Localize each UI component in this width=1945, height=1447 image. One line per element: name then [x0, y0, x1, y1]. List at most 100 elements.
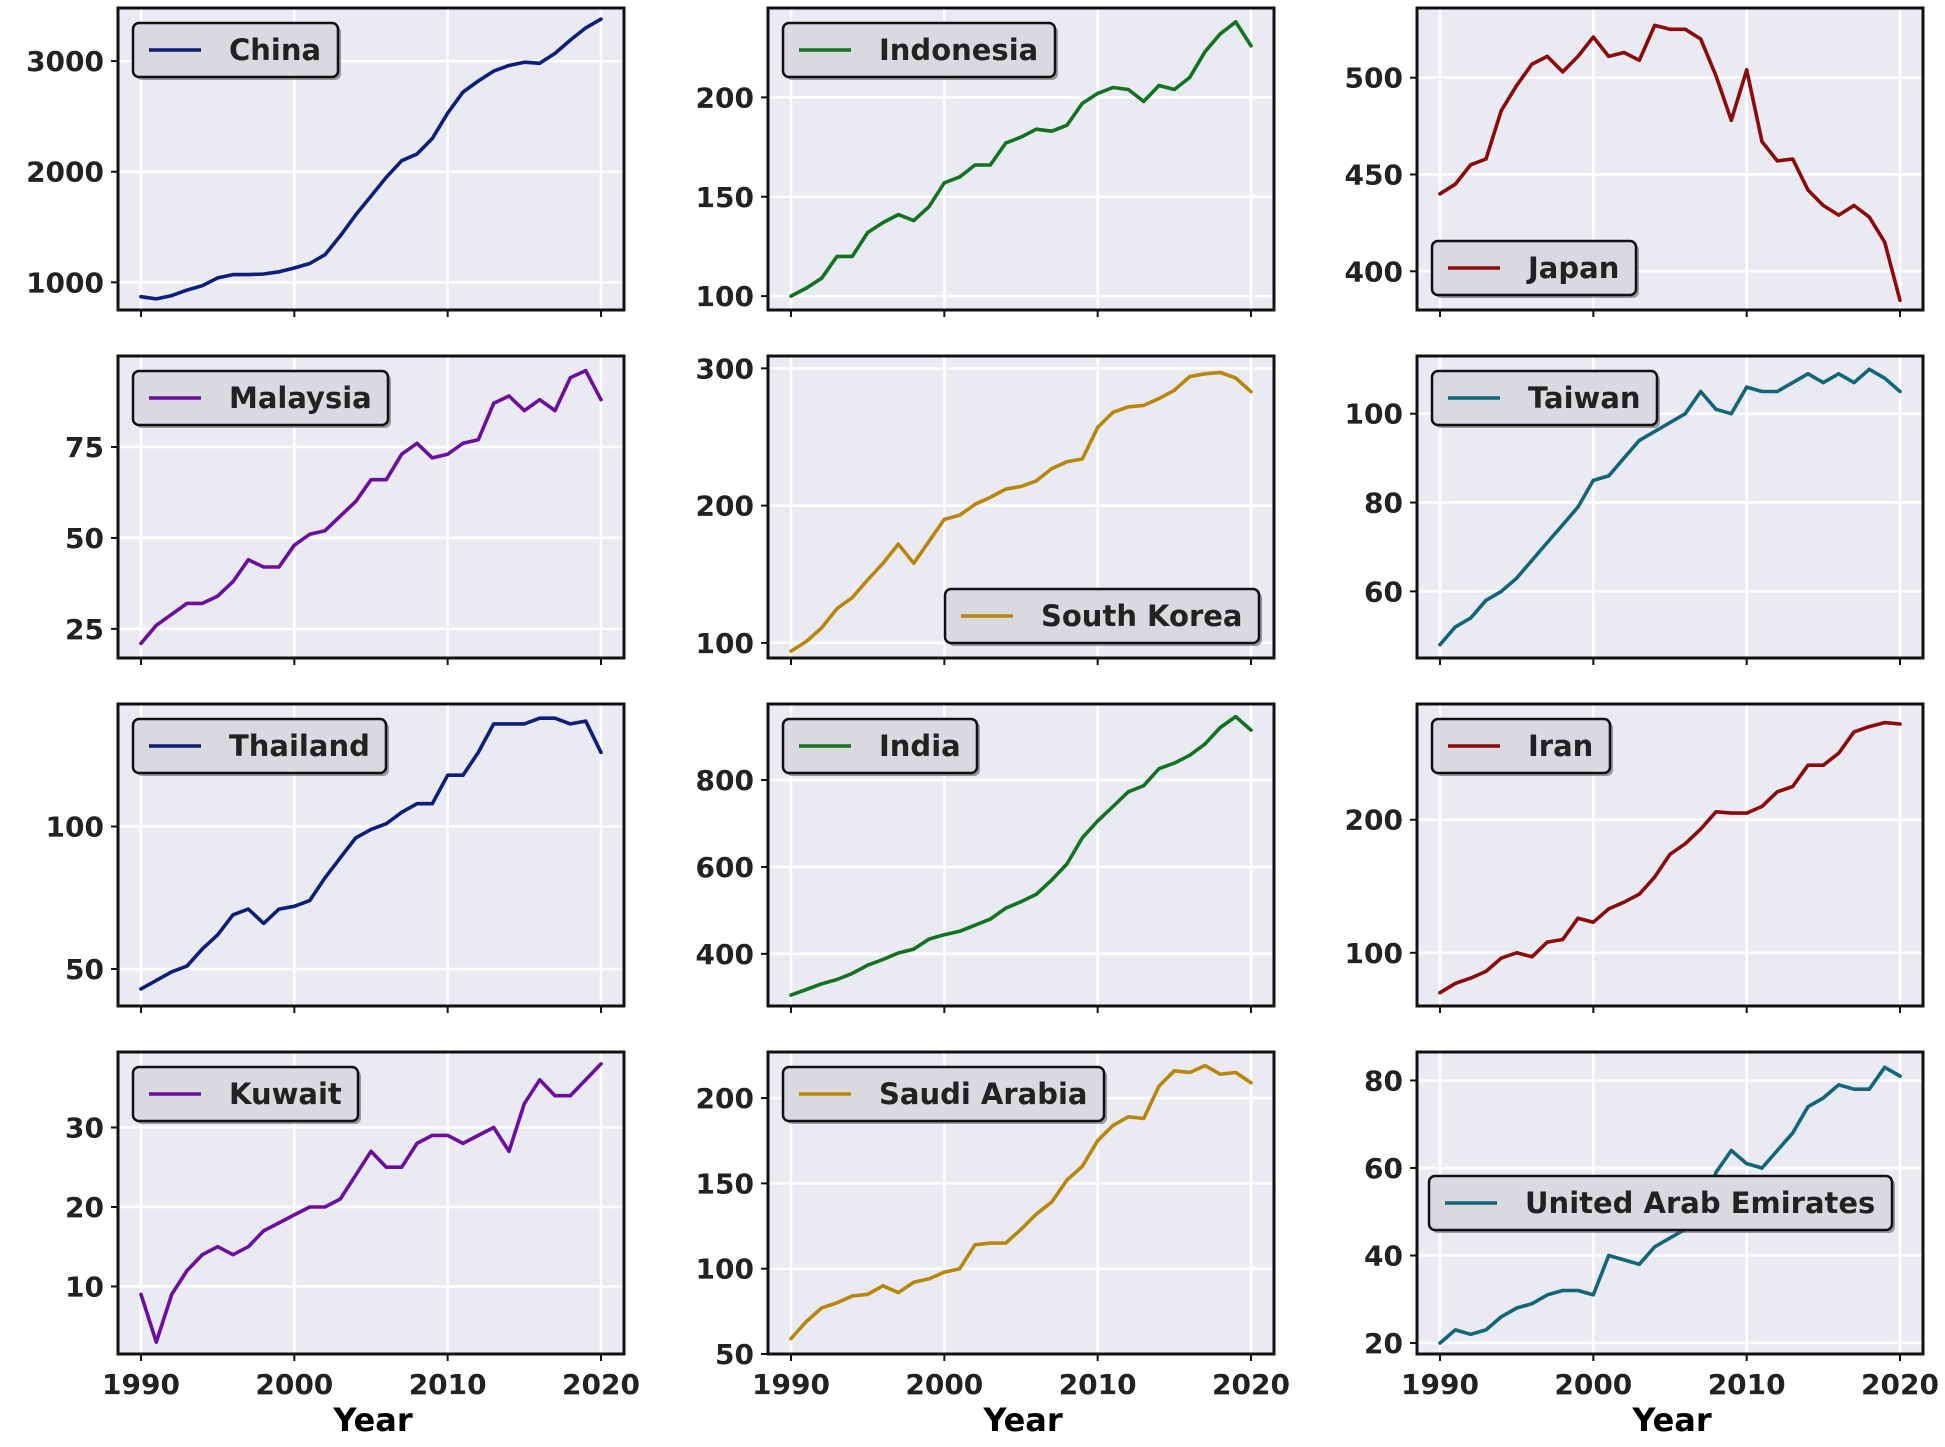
data-point [446, 773, 450, 777]
data-point [1852, 730, 1856, 734]
data-point [789, 649, 793, 653]
data-point [1188, 1070, 1192, 1075]
data-point [538, 398, 542, 402]
data-point [400, 159, 404, 163]
data-point [246, 273, 250, 277]
data-point [927, 1277, 931, 1281]
data-point [154, 978, 158, 982]
y-tick-label: 80 [1364, 487, 1403, 520]
data-point [584, 26, 588, 30]
data-point [1821, 381, 1825, 385]
data-point [1821, 203, 1825, 208]
data-point [1019, 1227, 1023, 1232]
legend-label: Saudi Arabia [879, 1077, 1087, 1111]
data-point [170, 294, 174, 298]
data-point [1806, 1105, 1810, 1109]
data-point [1096, 819, 1100, 823]
data-point [881, 220, 885, 225]
data-point [1203, 372, 1207, 376]
data-point [1469, 163, 1473, 167]
data-point [568, 376, 572, 380]
data-point [1080, 1164, 1084, 1168]
data-point [139, 295, 143, 299]
x-tick-label: 2020 [562, 1368, 640, 1401]
data-point [538, 716, 542, 720]
data-point [1760, 1166, 1764, 1170]
y-tick-label: 400 [1345, 255, 1403, 288]
data-point [804, 987, 808, 992]
data-point [216, 1245, 220, 1249]
plot-frame [1415, 354, 1925, 660]
data-point [1637, 892, 1641, 896]
data-point [1142, 403, 1146, 408]
legend: United Arab Emirates [1427, 1174, 1895, 1233]
data-point [1622, 50, 1626, 55]
data-point [1576, 54, 1580, 58]
data-point [866, 578, 870, 582]
y-tick-label: 60 [1364, 1152, 1403, 1185]
data-point [1561, 1288, 1565, 1293]
data-point [1004, 487, 1008, 491]
data-point [1668, 421, 1672, 425]
legend-box [131, 21, 340, 79]
y-tick-label: 10 [65, 1270, 104, 1303]
plot-frame [116, 6, 626, 312]
data-point [1034, 127, 1038, 131]
data-point [354, 836, 358, 840]
data-point [1111, 410, 1115, 414]
data-point [1591, 478, 1595, 482]
data-point [1469, 1332, 1473, 1336]
data-point [820, 982, 824, 986]
data-point [553, 1094, 557, 1098]
data-point [415, 441, 419, 445]
y-tick-label: 50 [715, 1338, 754, 1371]
y-tick-label: 25 [65, 613, 104, 646]
data-point [1775, 159, 1779, 163]
data-point [522, 408, 526, 413]
data-point [1591, 920, 1595, 924]
data-point [1898, 1074, 1902, 1078]
data-point [1034, 479, 1038, 483]
plot-frame [766, 702, 1276, 1008]
x-tick-label: 2010 [1708, 1368, 1786, 1401]
data-point [1515, 951, 1519, 955]
legend-box [131, 717, 388, 775]
data-point [850, 254, 854, 258]
data-point [1775, 1148, 1779, 1153]
data-point [1050, 878, 1054, 882]
legend-label: Indonesia [879, 33, 1038, 67]
data-point [154, 297, 158, 301]
data-point [927, 205, 931, 209]
data-point [492, 69, 496, 73]
data-point [231, 913, 235, 917]
data-point [1791, 784, 1795, 789]
data-point [1111, 1123, 1115, 1127]
data-point [400, 1165, 404, 1169]
data-point [973, 1243, 977, 1247]
data-point [804, 1319, 808, 1324]
data-point [1883, 1065, 1887, 1069]
x-tick-label: 1990 [102, 1368, 180, 1401]
legend-label: Kuwait [229, 1077, 342, 1111]
data-point [369, 194, 373, 198]
chart-panel: 10 20 30 1990 2000 2010 2020 Year Kuwait [65, 1050, 640, 1439]
y-tick-label: 2000 [26, 156, 104, 189]
data-point [1837, 751, 1841, 755]
data-point [789, 1337, 793, 1341]
data-point [430, 136, 434, 141]
data-point [139, 987, 143, 991]
data-point [973, 163, 977, 167]
data-point [1111, 85, 1115, 90]
data-point [1622, 456, 1626, 460]
data-point [1530, 62, 1534, 66]
legend: India [781, 717, 980, 776]
data-point [1898, 722, 1902, 726]
data-point [1004, 906, 1008, 910]
data-point [1760, 804, 1764, 809]
data-point [1775, 790, 1779, 794]
data-point [338, 234, 342, 238]
data-point [1637, 438, 1641, 442]
x-tick-label: 2010 [409, 1368, 487, 1401]
legend-label: India [879, 729, 961, 763]
data-point [154, 1340, 158, 1344]
